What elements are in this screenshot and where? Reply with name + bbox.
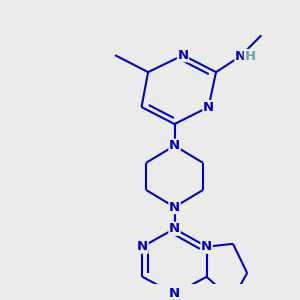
Text: N: N: [235, 50, 246, 63]
Text: N: N: [169, 222, 180, 235]
Text: N: N: [178, 49, 189, 62]
Text: N: N: [169, 139, 180, 152]
Text: H: H: [244, 50, 256, 63]
Text: N: N: [203, 100, 214, 114]
Text: N: N: [169, 201, 180, 214]
Text: N: N: [137, 240, 148, 253]
Text: N: N: [201, 240, 212, 253]
Text: N: N: [169, 287, 180, 300]
